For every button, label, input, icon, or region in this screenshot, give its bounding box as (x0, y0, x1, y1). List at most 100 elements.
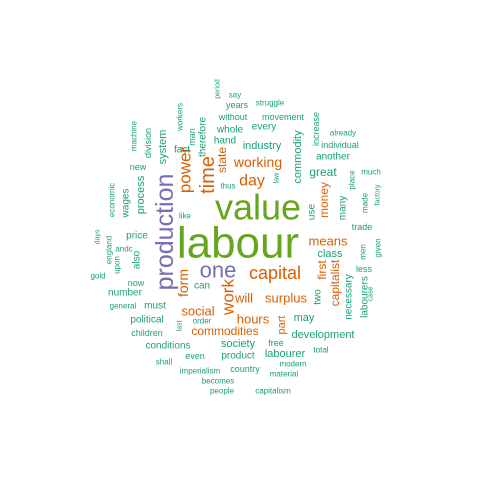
word-power: power (176, 147, 195, 194)
word-one: one (200, 258, 237, 283)
word-struggle: struggle (256, 99, 285, 108)
word-becomes: becomes (202, 377, 234, 386)
word-period: period (215, 79, 222, 99)
word-modern: modern (279, 360, 306, 369)
word-capitalism: capitalism (255, 387, 291, 396)
word-gold: gold (90, 272, 105, 281)
word-can: can (194, 281, 210, 292)
word-new: new (130, 162, 147, 172)
word-total: total (313, 346, 328, 355)
word-man: man (187, 128, 197, 146)
word-working: working (233, 154, 282, 170)
word-less: less (356, 264, 373, 274)
word-therefore: therefore (198, 117, 209, 157)
word-say: say (229, 91, 241, 100)
word-day: day (239, 173, 265, 190)
word-workers: workers (176, 103, 185, 132)
word-hours: hours (237, 312, 270, 327)
word-fact: fact (174, 145, 190, 156)
word-work: work (219, 279, 238, 316)
word-case: case (368, 287, 375, 302)
word-another: another (316, 152, 351, 163)
word-state: state (215, 147, 229, 173)
word-production: production (151, 174, 179, 291)
word-given: given (374, 238, 383, 257)
word-must: must (144, 301, 166, 312)
word-means: means (308, 234, 348, 249)
word-first: first (315, 260, 329, 280)
word-upon: upon (113, 256, 122, 274)
word-society: society (221, 338, 256, 350)
word-every: every (252, 122, 276, 133)
word-time: time (197, 156, 219, 194)
word-development: development (292, 329, 355, 341)
word-commodity: commodity (292, 130, 304, 184)
word-value: value (215, 187, 301, 228)
word-without: without (218, 112, 248, 122)
word-law: law (274, 172, 281, 183)
word-product: product (221, 351, 255, 362)
word-political: political (130, 315, 163, 326)
word-machine: machine (130, 120, 139, 151)
word-increase: increase (311, 112, 321, 146)
word-much: much (361, 168, 381, 177)
word-part: part (276, 316, 288, 335)
word-country: country (230, 364, 260, 374)
word-imperialism: imperialism (180, 367, 221, 376)
word-form: form (175, 269, 191, 297)
word-labour: labour (177, 219, 299, 268)
word-days: days (95, 229, 102, 244)
word-economic: economic (108, 183, 117, 217)
word-price: price (126, 231, 148, 242)
word-people: people (210, 387, 235, 396)
word-england: england (105, 236, 114, 264)
word-material: material (270, 370, 299, 379)
word-trade: trade (352, 222, 373, 232)
word-class: class (317, 248, 343, 260)
word-system: system (157, 130, 169, 165)
word-children: children (131, 328, 163, 338)
word-money: money (317, 182, 331, 218)
word-thus: thus (220, 182, 235, 191)
word-even: even (185, 351, 205, 361)
word-wages: wages (121, 189, 132, 219)
word-labourers: labourers (360, 276, 371, 318)
word-social: social (181, 304, 214, 319)
word-movement: movement (262, 112, 305, 122)
word-individual: individual (321, 140, 359, 150)
word-also: also (132, 250, 143, 269)
word-necessary: necessary (344, 274, 355, 320)
word-already: already (330, 129, 356, 138)
word-will: will (234, 291, 253, 306)
word-commodities: commodities (191, 324, 258, 338)
word-andc: andc (115, 245, 132, 254)
word-many: many (338, 196, 349, 220)
word-like: like (179, 212, 192, 221)
word-made: made (361, 192, 370, 213)
word-now: now (128, 278, 145, 288)
word-shall: shall (156, 358, 173, 367)
word-process: process (135, 175, 147, 214)
word-free: free (268, 338, 284, 348)
word-hand: hand (214, 136, 236, 147)
word-labourer: labourer (265, 348, 306, 360)
word-industry: industry (243, 140, 282, 152)
word-men: men (359, 244, 368, 260)
word-place: place (348, 170, 357, 190)
word-capitalist: capitalist (328, 259, 342, 306)
word-whole: whole (216, 125, 244, 136)
word-number: number (108, 288, 143, 299)
word-division: division (143, 128, 153, 158)
word-conditions: conditions (145, 341, 190, 352)
word-general: general (110, 302, 137, 311)
word-great: great (309, 165, 337, 179)
word-years: years (226, 100, 249, 110)
word-use: use (307, 204, 318, 221)
word-factory: factory (375, 184, 382, 206)
word-two: two (313, 289, 324, 305)
word-order: order (193, 317, 212, 326)
word-capital: capital (249, 263, 301, 283)
word-last: last (177, 321, 184, 332)
word-may: may (294, 312, 315, 324)
